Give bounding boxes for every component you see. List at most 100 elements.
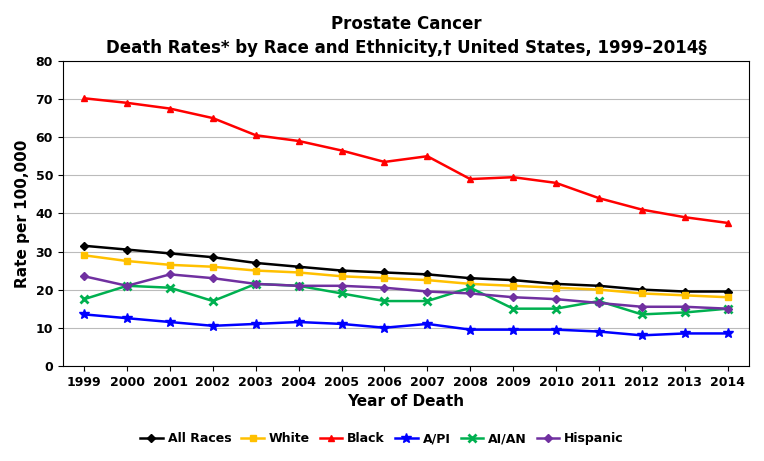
Black — [465, 176, 474, 182]
White — [594, 287, 604, 292]
A/PI — [251, 321, 261, 327]
All Races — [594, 283, 604, 289]
White — [509, 283, 518, 289]
White — [465, 281, 474, 287]
Black — [552, 180, 561, 186]
Black — [166, 106, 175, 112]
Hispanic — [122, 283, 131, 289]
AI/AN — [380, 298, 389, 304]
All Races — [637, 287, 646, 292]
All Races — [79, 243, 89, 248]
AI/AN — [422, 298, 432, 304]
Hispanic — [422, 289, 432, 294]
All Races — [723, 289, 732, 294]
Hispanic — [723, 306, 732, 312]
Hispanic — [637, 304, 646, 309]
White — [166, 262, 175, 267]
All Races — [680, 289, 689, 294]
AI/AN — [594, 298, 604, 304]
Hispanic — [294, 283, 303, 289]
Hispanic — [594, 300, 604, 306]
White — [637, 290, 646, 296]
Hispanic — [209, 275, 218, 281]
A/PI — [680, 331, 689, 336]
White — [723, 295, 732, 300]
Black — [380, 159, 389, 165]
White — [337, 273, 346, 279]
White — [552, 285, 561, 290]
Black — [509, 174, 518, 180]
AI/AN — [680, 310, 689, 315]
All Races — [509, 278, 518, 283]
AI/AN — [166, 285, 175, 290]
AI/AN — [509, 306, 518, 312]
A/PI — [79, 312, 89, 317]
Hispanic — [465, 290, 474, 296]
Hispanic — [337, 283, 346, 289]
A/PI — [294, 319, 303, 325]
Hispanic — [166, 272, 175, 277]
A/PI — [637, 332, 646, 338]
Hispanic — [552, 296, 561, 302]
A/PI — [465, 327, 474, 332]
White — [380, 275, 389, 281]
AI/AN — [251, 281, 261, 287]
AI/AN — [465, 285, 474, 290]
All Races — [209, 254, 218, 260]
Black — [594, 195, 604, 201]
AI/AN — [294, 283, 303, 289]
Black — [209, 115, 218, 121]
Legend: All Races, White, Black, A/PI, AI/AN, Hispanic: All Races, White, Black, A/PI, AI/AN, Hi… — [135, 427, 629, 450]
All Races — [122, 247, 131, 252]
White — [294, 270, 303, 275]
A/PI — [380, 325, 389, 331]
All Races — [251, 260, 261, 266]
All Races — [294, 264, 303, 270]
AI/AN — [209, 298, 218, 304]
Line: AI/AN: AI/AN — [80, 280, 732, 319]
AI/AN — [637, 312, 646, 317]
All Races — [552, 281, 561, 287]
Black — [637, 207, 646, 213]
A/PI — [509, 327, 518, 332]
Y-axis label: Rate per 100,000: Rate per 100,000 — [15, 139, 30, 288]
A/PI — [122, 315, 131, 321]
Black — [723, 220, 732, 226]
All Races — [166, 251, 175, 256]
Line: Hispanic: Hispanic — [82, 272, 730, 312]
Black — [251, 132, 261, 138]
White — [422, 278, 432, 283]
AI/AN — [79, 296, 89, 302]
White — [122, 258, 131, 264]
AI/AN — [337, 290, 346, 296]
All Races — [422, 272, 432, 277]
Hispanic — [251, 281, 261, 287]
X-axis label: Year of Death: Year of Death — [348, 394, 465, 409]
AI/AN — [122, 283, 131, 289]
Line: Black: Black — [81, 95, 731, 226]
A/PI — [594, 329, 604, 334]
A/PI — [209, 323, 218, 329]
White — [79, 253, 89, 258]
A/PI — [552, 327, 561, 332]
A/PI — [723, 331, 732, 336]
Line: A/PI: A/PI — [79, 309, 733, 340]
Black — [122, 100, 131, 106]
Black — [337, 148, 346, 153]
AI/AN — [552, 306, 561, 312]
All Races — [465, 275, 474, 281]
AI/AN — [723, 306, 732, 312]
Title: Prostate Cancer
Death Rates* by Race and Ethnicity,† United States, 1999–2014§: Prostate Cancer Death Rates* by Race and… — [105, 15, 706, 57]
Black — [79, 95, 89, 101]
Hispanic — [380, 285, 389, 290]
A/PI — [166, 319, 175, 325]
Hispanic — [509, 295, 518, 300]
Hispanic — [79, 273, 89, 279]
Line: White: White — [82, 253, 730, 300]
Hispanic — [680, 304, 689, 309]
All Races — [337, 268, 346, 273]
White — [209, 264, 218, 270]
Black — [422, 154, 432, 159]
Black — [680, 214, 689, 220]
Line: All Races: All Races — [82, 243, 730, 294]
